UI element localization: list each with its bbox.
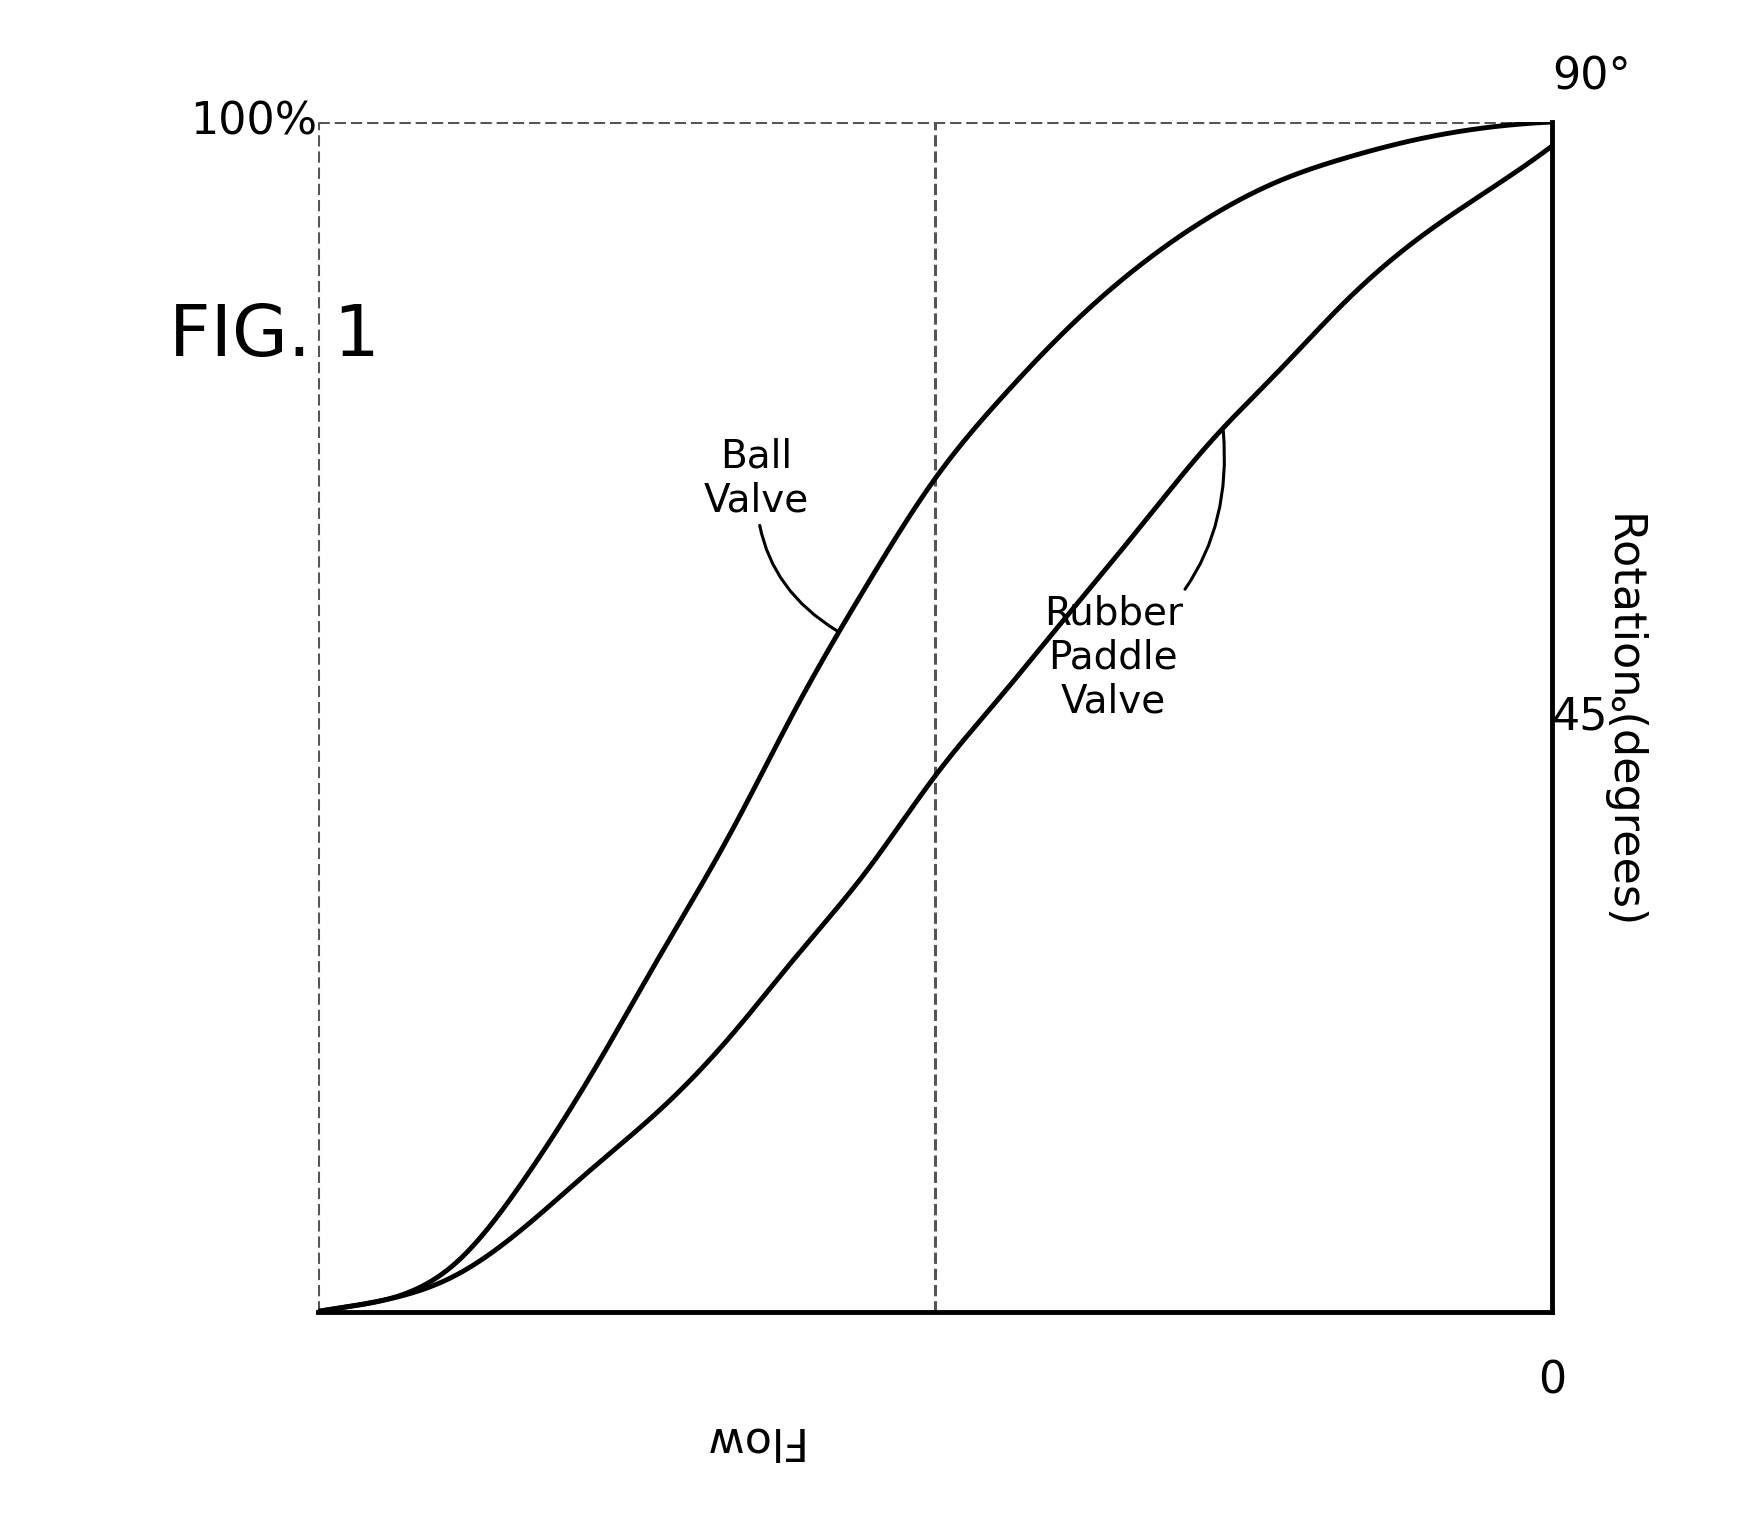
Text: 0: 0: [1538, 1359, 1566, 1401]
Text: 90°: 90°: [1552, 55, 1632, 98]
Text: Rotation (degrees): Rotation (degrees): [1605, 509, 1648, 924]
Text: 45°: 45°: [1552, 695, 1632, 738]
Text: FIG. 1: FIG. 1: [169, 302, 379, 371]
Text: Rubber
Paddle
Valve: Rubber Paddle Valve: [1044, 432, 1224, 720]
Text: Flow: Flow: [699, 1418, 801, 1461]
Text: 100%: 100%: [191, 101, 318, 143]
Text: Ball
Valve: Ball Valve: [704, 438, 836, 630]
